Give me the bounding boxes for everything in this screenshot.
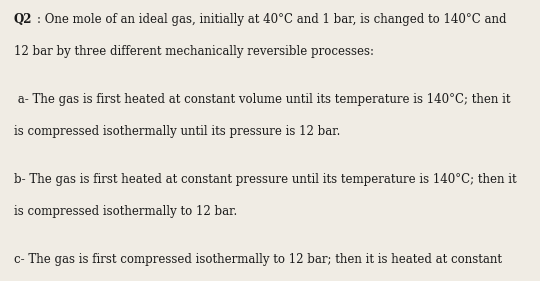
Text: a- The gas is first heated at constant volume until its temperature is 140°C; th: a- The gas is first heated at constant v… [14,93,510,106]
Text: 12 bar by three different mechanically reversible processes:: 12 bar by three different mechanically r… [14,45,374,58]
Text: : One mole of an ideal gas, initially at 40°C and 1 bar, is changed to 140°C and: : One mole of an ideal gas, initially at… [37,13,507,26]
Text: c- The gas is first compressed isothermally to 12 bar; then it is heated at cons: c- The gas is first compressed isotherma… [14,253,502,266]
Text: is compressed isothermally to 12 bar.: is compressed isothermally to 12 bar. [14,205,237,218]
Text: Q2: Q2 [14,13,32,26]
Text: b- The gas is first heated at constant pressure until its temperature is 140°C; : b- The gas is first heated at constant p… [14,173,516,186]
Text: is compressed isothermally until its pressure is 12 bar.: is compressed isothermally until its pre… [14,125,340,138]
